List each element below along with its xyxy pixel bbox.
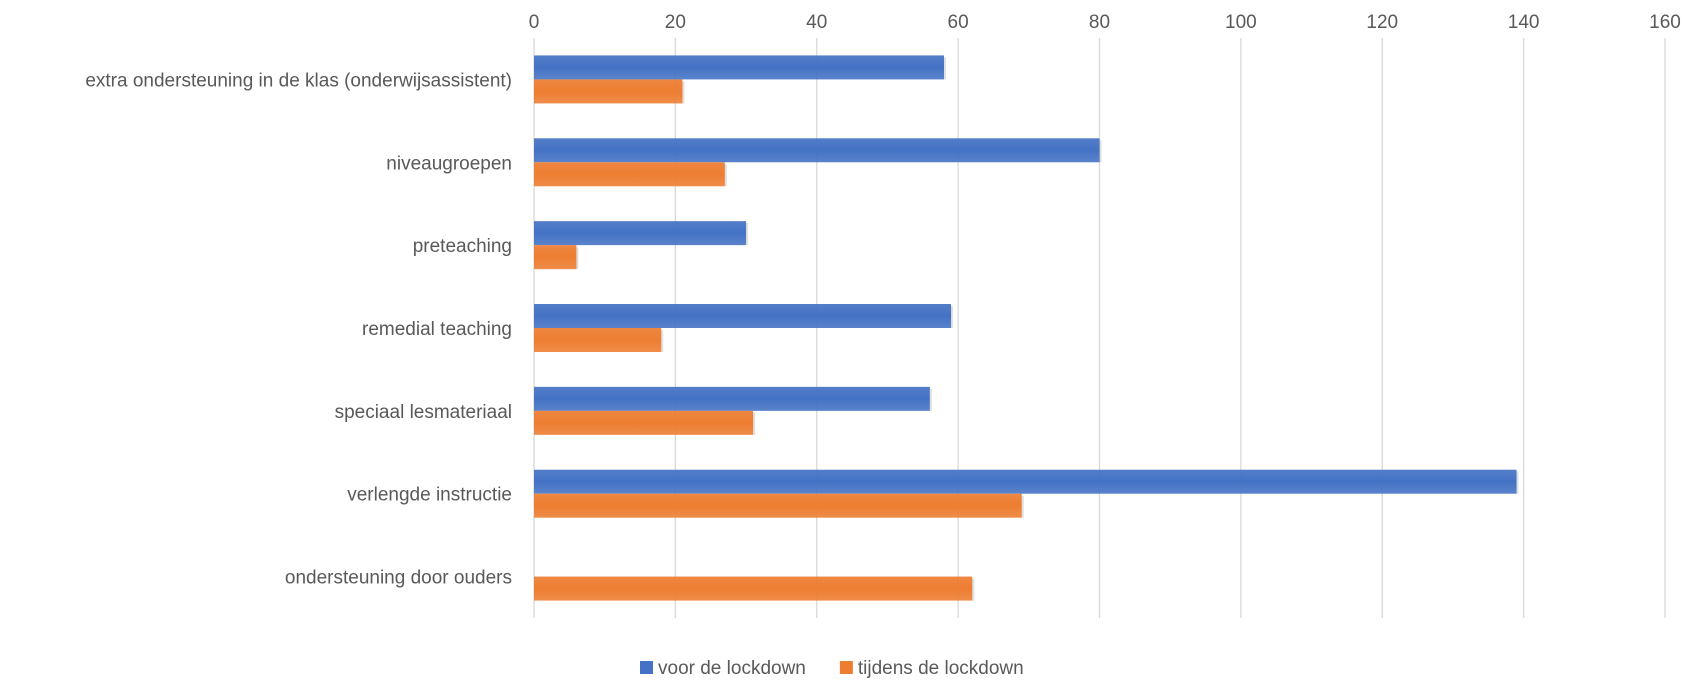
bar-shadow	[930, 389, 932, 411]
category-label: preteaching	[413, 236, 512, 257]
bar-shadow	[753, 413, 755, 435]
legend-swatch	[840, 661, 853, 674]
x-tick-label: 60	[948, 12, 969, 33]
bar-voor	[534, 221, 746, 245]
bar-tijdens	[534, 162, 725, 186]
bar-tijdens	[534, 577, 972, 601]
bar-shadow	[972, 579, 974, 601]
category-label: remedial teaching	[362, 319, 512, 340]
bar-tijdens	[534, 411, 753, 435]
x-tick-label: 100	[1225, 12, 1257, 33]
bar-shadow	[661, 330, 663, 352]
legend-swatch	[640, 661, 653, 674]
x-tick-label: 140	[1508, 12, 1540, 33]
bar-voor	[534, 387, 930, 411]
bar-tijdens	[534, 245, 576, 269]
category-label: niveaugroepen	[386, 153, 512, 174]
x-tick-label: 80	[1089, 12, 1110, 33]
bar-voor	[534, 55, 944, 79]
bars	[534, 55, 1519, 600]
category-labels: extra ondersteuning in de klas (onderwij…	[85, 70, 512, 588]
x-tick-label: 40	[806, 12, 827, 33]
bar-shadow	[944, 57, 946, 79]
bar-tijdens	[534, 79, 682, 103]
x-tick-label: 120	[1366, 12, 1398, 33]
legend-label: voor de lockdown	[658, 658, 806, 679]
bar-tijdens	[534, 328, 661, 352]
bar-shadow	[1100, 140, 1102, 162]
category-label: ondersteuning door ouders	[285, 568, 512, 589]
legend-label: tijdens de lockdown	[858, 658, 1024, 679]
category-label: verlengde instructie	[347, 485, 512, 506]
bar-voor	[534, 304, 951, 328]
x-tick-label: 20	[665, 12, 686, 33]
bar-shadow	[1022, 496, 1024, 518]
bar-shadow	[576, 247, 578, 269]
bar-shadow	[951, 306, 953, 328]
legend: voor de lockdown tijdens de lockdown	[640, 658, 1024, 679]
bar-shadow	[1517, 472, 1519, 494]
bar-tijdens	[534, 494, 1022, 518]
bar-voor	[534, 470, 1517, 494]
x-tick-label: 160	[1649, 12, 1681, 33]
bar-shadow	[746, 223, 748, 245]
x-axis-tick-labels: 0 20 40 60 80 100 120 140 160	[529, 12, 1681, 33]
category-label: extra ondersteuning in de klas (onderwij…	[85, 70, 512, 91]
bar-voor	[534, 138, 1100, 162]
bar-shadow	[725, 164, 727, 186]
category-label: speciaal lesmateriaal	[335, 402, 512, 423]
bar-shadow	[682, 81, 684, 103]
x-tick-label: 0	[529, 12, 540, 33]
